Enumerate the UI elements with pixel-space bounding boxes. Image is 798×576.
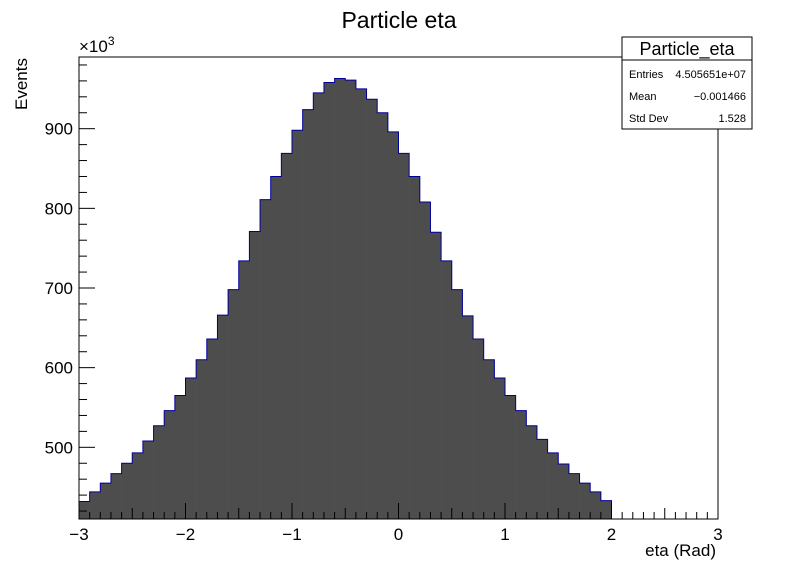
y-axis-title: Events xyxy=(12,58,31,110)
histogram-bar xyxy=(132,452,144,519)
stats-stddev-value: 1.528 xyxy=(718,113,746,125)
histogram-bar xyxy=(292,130,303,519)
y-tick-label: 600 xyxy=(45,359,73,378)
x-tick-label: 0 xyxy=(394,525,403,544)
histogram-bar xyxy=(366,99,378,520)
histogram-bar xyxy=(505,395,516,519)
histogram-bar xyxy=(238,260,250,519)
histogram-bar xyxy=(451,289,463,519)
histogram-bar xyxy=(260,199,271,519)
histogram-bar xyxy=(164,410,176,519)
histogram-bar xyxy=(110,473,122,519)
histogram-bar xyxy=(441,260,453,519)
histogram-bar xyxy=(174,395,186,519)
x-axis: −3 −2 −1 0 1 2 3 xyxy=(69,503,723,544)
histogram-bar xyxy=(473,338,484,519)
histogram-bar xyxy=(185,378,197,519)
histogram-bar xyxy=(302,109,314,519)
histogram-bar xyxy=(206,338,218,519)
histogram-bar xyxy=(409,176,421,519)
stats-stddev-label: Std Dev xyxy=(629,113,669,125)
histogram-bar xyxy=(515,410,527,519)
y-multiplier: ×103 xyxy=(79,34,115,56)
y-tick-label: 800 xyxy=(45,199,73,218)
x-tick-label: 2 xyxy=(607,525,616,544)
histogram-bar xyxy=(377,112,389,520)
histogram-bar xyxy=(536,439,548,519)
histogram-bar xyxy=(600,500,612,519)
histogram-bar xyxy=(228,289,240,519)
x-tick-label: 1 xyxy=(500,525,509,544)
y-tick-label: 700 xyxy=(45,279,73,298)
y-multiplier-exponent: 3 xyxy=(108,34,115,48)
stats-mean-label: Mean xyxy=(629,91,657,103)
histogram-bar xyxy=(494,378,506,519)
chart-title: Particle eta xyxy=(341,7,456,33)
histogram-bar xyxy=(79,501,90,519)
y-multiplier-base: ×10 xyxy=(79,37,108,56)
histogram-outline xyxy=(78,78,612,519)
histogram-bar xyxy=(419,201,431,519)
histogram-bar xyxy=(558,464,570,519)
x-tick-label: −2 xyxy=(176,525,195,544)
x-tick-label: −3 xyxy=(69,525,88,544)
histogram-bar xyxy=(121,463,133,519)
histogram-bar xyxy=(196,359,208,519)
stats-title: Particle_eta xyxy=(639,39,735,60)
histogram-bar xyxy=(345,80,357,519)
x-tick-label: −1 xyxy=(282,525,301,544)
y-tick-label: 500 xyxy=(45,438,73,457)
histogram-bar xyxy=(526,425,538,519)
x-tick-label: 3 xyxy=(713,525,722,544)
histogram-bar xyxy=(270,176,282,519)
histogram-bar xyxy=(89,491,101,519)
histogram-bar xyxy=(430,232,442,519)
histogram-bar xyxy=(355,88,367,520)
histogram-bar xyxy=(249,231,261,519)
stats-entries-label: Entries xyxy=(629,69,664,81)
histogram-bars xyxy=(78,78,612,520)
stats-box: Particle_eta Entries 4.505651e+07 Mean −… xyxy=(621,36,753,130)
histogram-bar xyxy=(217,315,229,519)
histogram-bar xyxy=(547,452,559,519)
x-axis-title: eta (Rad) xyxy=(645,541,716,560)
stats-entries-value: 4.505651e+07 xyxy=(675,69,746,81)
histogram-bar xyxy=(334,78,346,519)
histogram-bar xyxy=(142,440,154,519)
stats-mean-value: −0.001466 xyxy=(694,91,746,103)
histogram-bar xyxy=(590,491,602,519)
y-tick-label: 900 xyxy=(45,120,73,139)
histogram-bar xyxy=(281,153,293,519)
histogram-bar xyxy=(568,473,580,519)
histogram-bar xyxy=(579,483,591,519)
histogram-bar xyxy=(483,359,495,519)
histogram-bar xyxy=(462,315,474,519)
y-axis: 500 600 700 800 900 xyxy=(45,64,95,512)
histogram-bar xyxy=(323,82,335,519)
histogram-bar xyxy=(153,425,165,519)
stats-box-frame xyxy=(621,36,753,130)
histogram-bar xyxy=(313,92,325,520)
histogram-bar xyxy=(100,483,112,519)
histogram-bar xyxy=(398,153,410,519)
histogram-bar xyxy=(387,131,399,519)
